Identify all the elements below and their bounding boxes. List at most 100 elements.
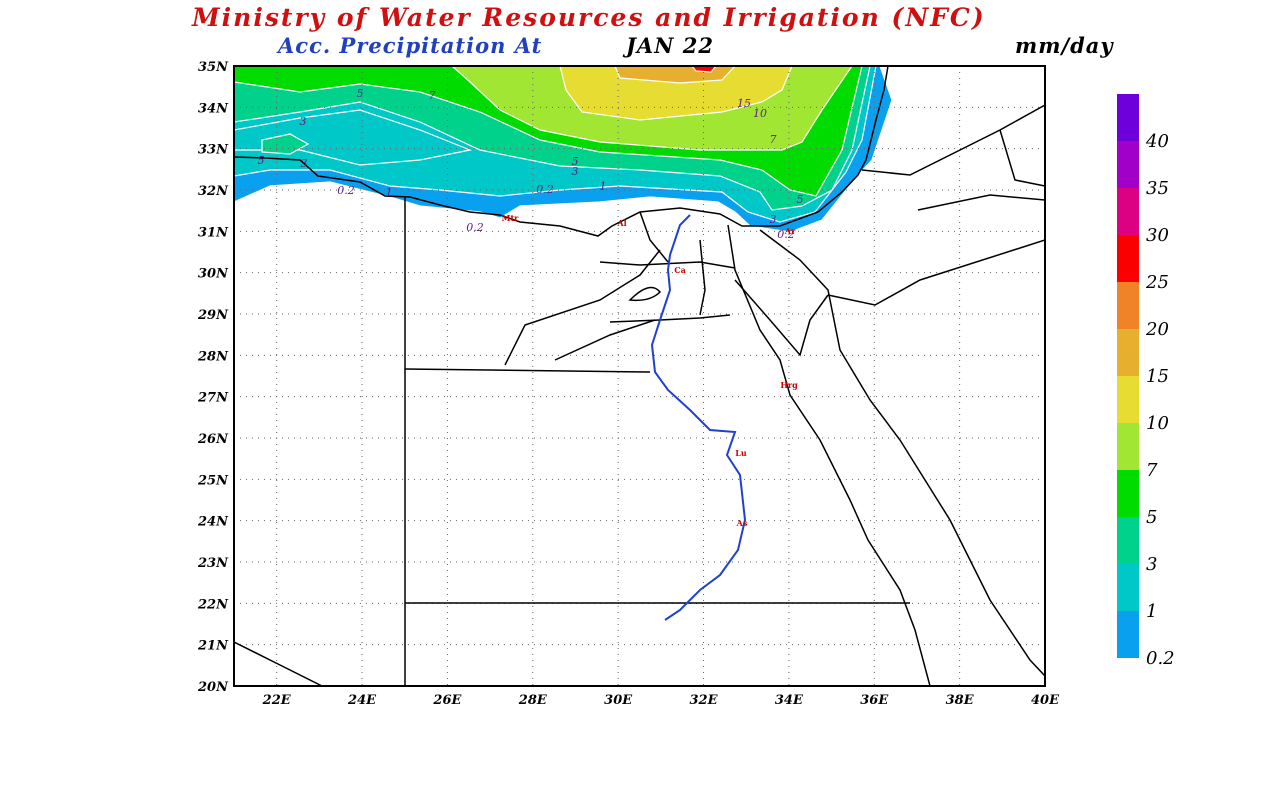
colorbar-segment	[1117, 470, 1139, 517]
lon-tick-label: 40E	[1031, 693, 1060, 708]
colorbar-label: 20	[1145, 319, 1169, 340]
colorbar-segment	[1117, 282, 1139, 329]
lat-tick-label: 22N	[197, 597, 229, 612]
border	[999, 129, 1045, 187]
colorbar-label: 5	[1146, 507, 1157, 528]
lat-tick-label: 24N	[197, 515, 229, 530]
contour-label: 0.2	[536, 183, 554, 196]
subtitle: Acc. Precipitation At	[276, 33, 542, 58]
border	[827, 239, 1045, 306]
city-label: As	[736, 518, 748, 528]
border	[599, 261, 736, 269]
contour-label: 5	[572, 155, 579, 168]
lat-tick-label: 29N	[197, 308, 229, 323]
contour-label: 3	[301, 157, 308, 170]
coastline	[734, 279, 829, 357]
unit: mm/day	[1015, 33, 1114, 58]
lon-tick-label: 36E	[860, 693, 889, 708]
date: JAN 22	[622, 33, 714, 58]
lat-tick-label: 28N	[197, 349, 229, 364]
colorbar-segment	[1117, 423, 1139, 470]
colorbar-label: 0.2	[1146, 648, 1175, 669]
contour-label: 5	[797, 193, 804, 206]
precip-area	[559, 66, 793, 121]
colorbar-segment	[1117, 235, 1139, 282]
contour-label: 3	[572, 165, 579, 178]
lon-tick-label: 28E	[518, 693, 548, 708]
contour-label: 5	[357, 87, 364, 100]
contour-label: 0.2	[337, 184, 355, 197]
coastline	[234, 66, 889, 237]
lat-tick-label: 23N	[197, 556, 229, 571]
border	[609, 314, 731, 323]
city-label: Hrg	[780, 380, 798, 390]
contour-label: 1	[600, 180, 607, 193]
lat-tick-label: 33N	[198, 143, 229, 158]
city-label: Al	[616, 218, 626, 228]
lat-tick-label: 21N	[197, 639, 229, 654]
grid	[234, 66, 1045, 686]
colorbar-label: 1	[1146, 601, 1157, 622]
precip-field	[234, 66, 893, 233]
colorbar-segment	[1117, 517, 1139, 564]
lat-tick-label: 31N	[198, 225, 229, 240]
colorbar-label: 40	[1145, 131, 1169, 152]
colorbar-segment	[1117, 611, 1139, 658]
nile-river	[650, 214, 747, 621]
lon-tick-label: 30E	[604, 693, 633, 708]
contour-label: 0.2	[777, 228, 795, 241]
colorbar-segment	[1117, 329, 1139, 376]
colorbar-label: 35	[1146, 178, 1169, 199]
border	[699, 239, 706, 316]
lat-tick-label: 20N	[197, 680, 229, 695]
border	[917, 194, 1045, 211]
colorbar-segment	[1117, 94, 1139, 141]
contour-label: 5	[258, 154, 265, 167]
delta	[639, 211, 669, 263]
contour-label: 1	[386, 186, 393, 199]
border	[234, 641, 323, 686]
city-label: Ar	[784, 226, 796, 236]
map-frame	[233, 65, 1046, 687]
contour-label: 10	[753, 107, 767, 120]
border	[504, 249, 661, 366]
lon-tick-label: 38E	[946, 693, 975, 708]
colorbar-label: 7	[1146, 460, 1158, 481]
lat-tick-label: 34N	[198, 101, 229, 116]
contour-label: 3	[300, 115, 307, 128]
lon-tick-label: 26E	[432, 693, 462, 708]
colorbar-label: 10	[1146, 413, 1169, 434]
precip-area	[691, 66, 717, 73]
precip-area	[261, 133, 310, 155]
contour-label: 15	[737, 97, 751, 110]
contour-label: 7	[770, 133, 777, 146]
colorbar-label: 3	[1146, 554, 1157, 575]
lake	[628, 286, 662, 302]
lat-tick-label: 32N	[198, 184, 229, 199]
boundaries	[234, 66, 1045, 686]
colorbar-segment	[1117, 188, 1139, 235]
colorbar-label: 15	[1146, 366, 1169, 387]
border	[554, 319, 656, 361]
lon-tick-label: 32E	[690, 693, 719, 708]
colorbar-label: 25	[1145, 272, 1169, 293]
colorbar-segment	[1117, 376, 1139, 423]
contour-label: 3	[770, 213, 777, 226]
lat-tick-label: 35N	[198, 60, 229, 75]
lat-tick-label: 25N	[197, 473, 229, 488]
lat-tick-label: 26N	[197, 432, 229, 447]
contour-label: 0.2	[466, 221, 484, 234]
border	[861, 104, 1045, 176]
city-label: Ca	[674, 265, 686, 275]
city-label: Mtr	[502, 213, 520, 223]
title: Ministry of Water Resources and Irrigati…	[191, 3, 986, 32]
lat-tick-label: 27N	[197, 391, 229, 406]
lon-tick-label: 34E	[775, 693, 804, 708]
lon-tick-label: 22E	[262, 693, 292, 708]
colorbar-label: 30	[1146, 225, 1169, 246]
city-label: Lu	[735, 448, 747, 458]
contour-label: 7	[429, 89, 436, 102]
coastline	[759, 229, 1045, 677]
